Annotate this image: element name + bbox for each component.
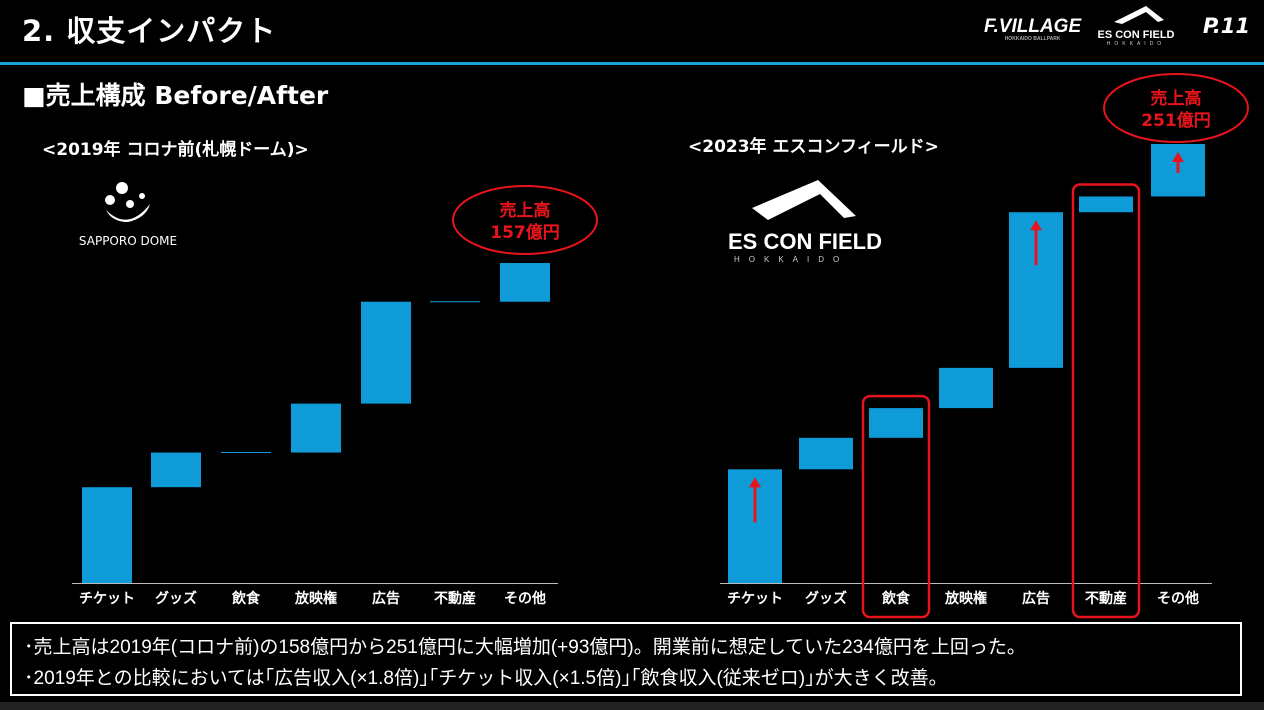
category-label: その他 [504,590,546,607]
fvillage-logo: F.VILLAGE HOKKAIDO BALLPARK [984,16,1082,42]
page-number: P.11 [1202,14,1250,38]
category-label: グッズ [805,590,847,607]
increase-arrow-icon [1030,220,1042,266]
bar-不動産 [1079,196,1133,213]
total-callout [452,185,598,255]
highlight-box [1071,183,1141,619]
escon-logo-header: ES CON FIELD HOKKAIDO [1096,4,1176,47]
category-label: グッズ [155,590,197,607]
note-line: ･2019年との比較においては｢広告収入(×1.8倍)｣｢チケット収入(×1.5… [24,668,948,689]
bar-放映権 [939,367,993,409]
escon-field-logo: ES CON FIELD HOKKAIDO [728,178,888,264]
category-label: 飲食 [881,590,911,607]
callout-label: 売上高 [500,200,551,221]
increase-arrow-icon [749,477,761,523]
header-divider [0,62,1264,65]
bar-グッズ [799,437,853,470]
sapporo-dome-logo: SAPPORO DOME [72,178,184,248]
increase-arrow-icon [1172,152,1184,173]
slide-title: 2. 収支インパクト [22,14,277,48]
total-callout [1103,73,1249,143]
chart-title-2019: <2019年 コロナ前(札幌ドーム)> [42,140,309,160]
bar-その他 [500,263,550,302]
highlight-box [861,394,931,619]
category-label: 飲食 [231,590,261,607]
category-label: チケット [79,591,135,607]
category-label: 放映権 [944,590,987,607]
note-line: ･売上高は2019年(コロナ前)の158億円から251億円に大幅増加(+93億円… [24,637,1026,658]
callout-value: 251億円 [1141,110,1211,131]
bar-広告 [361,301,411,404]
chart-title-2023: <2023年 エスコンフィールド> [688,137,939,157]
category-label: 不動産 [434,590,476,607]
footer-bar [0,702,1264,710]
bar-飲食 [869,408,923,438]
callout-label: 売上高 [1151,88,1202,109]
category-label: その他 [1157,590,1199,607]
category-label: 広告 [1022,590,1050,607]
category-label: 不動産 [1085,590,1127,607]
category-label: 広告 [372,590,400,607]
callout-value: 157億円 [490,222,560,243]
category-label: 放映権 [294,590,337,607]
section-title: ■売上構成 Before/After [22,81,329,110]
bar-チケット [82,487,132,583]
category-label: チケット [727,591,783,607]
summary-notes: ･売上高は2019年(コロナ前)の158億円から251億円に大幅増加(+93億円… [10,622,1242,696]
bar-グッズ [151,452,201,488]
bar-放映権 [291,403,341,453]
